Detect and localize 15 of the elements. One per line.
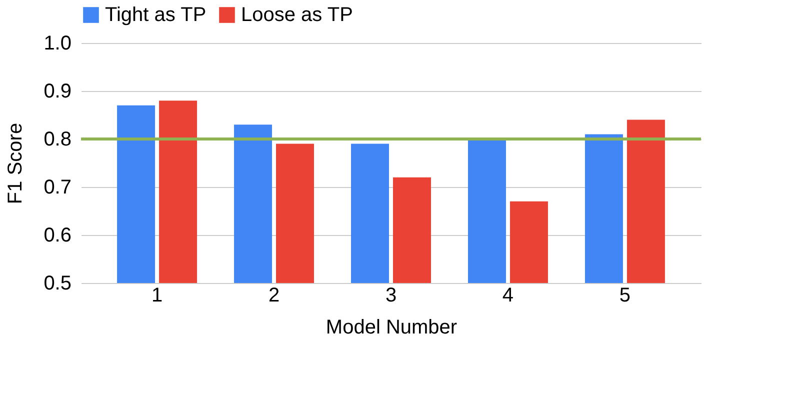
y-tick-label: 0.9: [44, 80, 72, 102]
x-tick-label: 2: [268, 284, 280, 306]
y-axis-title: F1 Score: [4, 122, 27, 204]
x-tick-label: 1: [151, 284, 163, 306]
legend-label: Loose as TP: [241, 4, 353, 26]
y-tick-label: 0.6: [44, 224, 72, 246]
legend-label: Tight as TP: [105, 4, 206, 26]
y-tick-label: 1.0: [44, 32, 72, 54]
y-tick-label: 0.8: [44, 128, 72, 150]
x-tick-label: 3: [385, 284, 397, 306]
y-tick-label: 0.7: [44, 176, 72, 198]
x-axis-title: Model Number: [326, 316, 458, 338]
y-tick-label: 0.5: [44, 272, 72, 294]
x-tick-label: 4: [502, 284, 514, 306]
x-tick-label: 5: [619, 284, 631, 306]
